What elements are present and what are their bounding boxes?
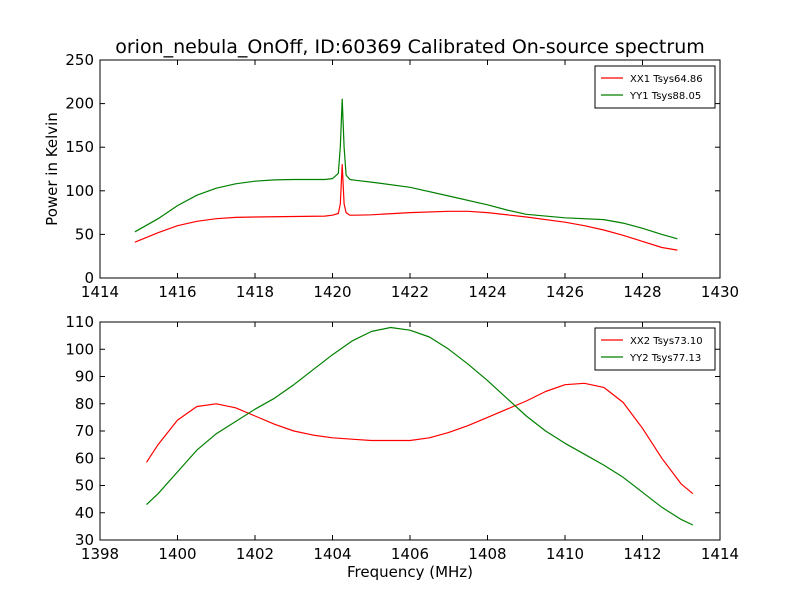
x-tick-label: 1408: [468, 545, 506, 563]
y-tick-label: 40: [75, 504, 94, 522]
y-axis-label: Power in Kelvin: [43, 112, 61, 226]
legend-box: [594, 327, 716, 371]
x-axis-label: Frequency (MHz): [347, 563, 473, 581]
legend-box: [594, 65, 716, 109]
legend-entry-label: YY2 Tsys77.13: [629, 353, 701, 364]
x-tick-label: 1426: [546, 283, 584, 301]
y-tick-label: 90: [75, 368, 94, 386]
x-tick-label: 1430: [701, 283, 739, 301]
series-line-0-1: [134, 98, 678, 240]
y-tick-label: 250: [65, 51, 94, 69]
y-tick-label: 50: [75, 477, 94, 495]
figure-title: orion_nebula_OnOff, ID:60369 Calibrated …: [115, 36, 705, 58]
y-tick-label: 150: [65, 138, 94, 156]
y-tick-label: 100: [65, 340, 94, 358]
x-tick-label: 1402: [236, 545, 274, 563]
x-tick-label: 1416: [158, 283, 196, 301]
x-tick-label: 1428: [623, 283, 661, 301]
x-tick-label: 1410: [546, 545, 584, 563]
x-tick-label: 1422: [391, 283, 429, 301]
x-tick-label: 1420: [313, 283, 351, 301]
legend-1: XX2 Tsys73.10 YY2 Tsys77.13: [594, 327, 716, 371]
series-line-1-1: [146, 326, 694, 526]
top-panel: 1414 1416 1418 1420 1422 1424 1426 1428 1430 0 50 1…: [43, 51, 739, 301]
y-tick-label: 80: [75, 395, 94, 413]
series-line-1-0: [145, 382, 694, 495]
bottom-panel: 1398 1400 1402 1404 1406 1408 1410 1412 1414 30 40…: [65, 313, 739, 581]
y-tick-label: 0: [84, 269, 94, 287]
x-tick-label: 1414: [81, 283, 119, 301]
x-tick-label: 1404: [313, 545, 351, 563]
legend-entry-label: XX1 Tsys64.86: [630, 74, 703, 85]
legend-entry-label: YY1 Tsys88.05: [629, 91, 701, 102]
x-tick-label: 1418: [236, 283, 274, 301]
y-tick-label: 200: [65, 95, 94, 113]
x-tick-label: 1424: [468, 283, 506, 301]
y-tick-label: 70: [75, 422, 94, 440]
series-line-0-0: [134, 164, 678, 251]
x-tick-label: 1398: [81, 545, 119, 563]
y-tick-label: 60: [75, 449, 94, 467]
x-tick-label: 1406: [391, 545, 429, 563]
x-tick-label: 1414: [701, 545, 739, 563]
legend-0: XX1 Tsys64.86 YY1 Tsys88.05: [594, 65, 716, 109]
legend-entry-label: XX2 Tsys73.10: [630, 336, 703, 347]
y-tick-label: 110: [65, 313, 94, 331]
x-tick-label: 1412: [623, 545, 661, 563]
y-tick-label: 50: [75, 225, 94, 243]
x-tick-label: 1400: [158, 545, 196, 563]
y-tick-label: 100: [65, 182, 94, 200]
y-tick-label: 30: [75, 531, 94, 549]
